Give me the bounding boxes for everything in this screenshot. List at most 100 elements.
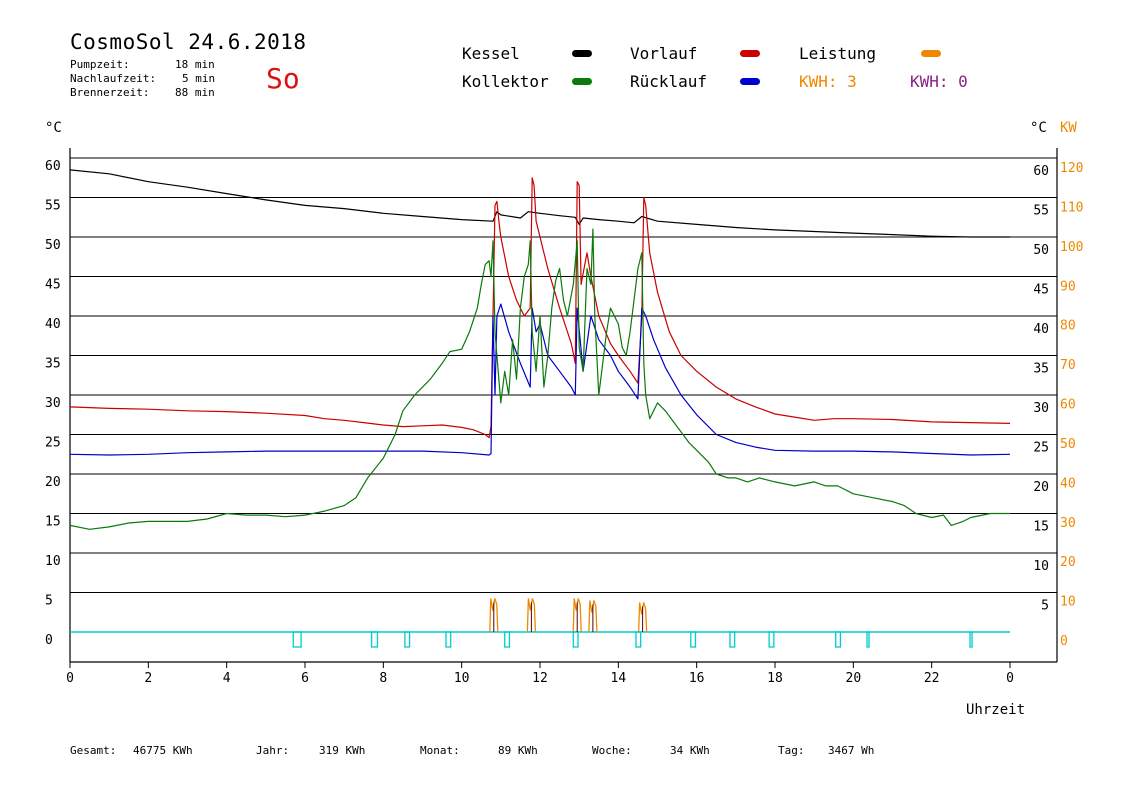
y-left-tick-label: 60 xyxy=(45,159,61,174)
nachlaufzeit-label: Nachlaufzeit: xyxy=(70,72,157,85)
y-left-tick-label: 50 xyxy=(45,238,61,253)
y-right-tick-label: 25 xyxy=(1033,441,1049,456)
y-left-tick-label: 55 xyxy=(45,199,61,214)
series-line-kollektor xyxy=(69,228,1010,530)
series-line-kessel xyxy=(69,169,1010,238)
footer-tag-label: Tag: xyxy=(778,744,805,757)
y2-tick-label: 0 xyxy=(1060,634,1068,649)
y-right-tick-label: 50 xyxy=(1033,243,1049,258)
pump-marker xyxy=(370,631,379,648)
legend-ruecklauf-swatch xyxy=(740,78,760,85)
footer-woche-label: Woche: xyxy=(592,744,632,757)
legend-ruecklauf-label: Rücklauf xyxy=(630,72,708,91)
y-right-tick-label: 10 xyxy=(1033,559,1049,574)
y-right-tick-label: 35 xyxy=(1033,362,1049,377)
weekday-label: So xyxy=(266,62,300,95)
kwh-orange-label: KWH: 3 xyxy=(799,72,857,91)
legend-kollektor-label: Kollektor xyxy=(462,72,549,91)
legend-kessel-swatch xyxy=(572,50,592,57)
brennerzeit-value: 88 min xyxy=(175,86,215,99)
pumpzeit-label: Pumpzeit: xyxy=(70,58,130,71)
y-right-tick-label: 20 xyxy=(1033,480,1049,495)
y2-tick-label: 120 xyxy=(1060,161,1083,176)
legend-vorlauf-label: Vorlauf xyxy=(630,44,698,63)
y-left-tick-label: 40 xyxy=(45,317,61,332)
y2-tick-label: 20 xyxy=(1060,555,1076,570)
legend-kollektor-swatch xyxy=(572,78,592,85)
y2-tick-label: 30 xyxy=(1060,516,1076,531)
y-left-tick-label: 0 xyxy=(45,633,53,648)
legend-vorlauf-swatch xyxy=(740,50,760,57)
y-left-tick-label: 15 xyxy=(45,515,61,530)
y-right-tick-label: 40 xyxy=(1033,322,1049,337)
pump-marker xyxy=(866,631,870,648)
x-tick-label: 16 xyxy=(689,671,705,686)
y-left-tick-label: 35 xyxy=(45,357,61,372)
pump-marker xyxy=(768,631,775,648)
y-left-tick-label: 10 xyxy=(45,554,61,569)
x-tick-label: 18 xyxy=(767,671,783,686)
x-axis-label: Uhrzeit xyxy=(966,702,1025,718)
footer-jahr-value: 319 KWh xyxy=(319,744,366,757)
pump-marker xyxy=(404,631,411,648)
legend-leistung-label: Leistung xyxy=(799,44,877,63)
footer-monat-label: Monat: xyxy=(420,744,460,757)
nachlaufzeit-value: 5 min xyxy=(182,72,216,85)
footer-woche-value: 34 KWh xyxy=(670,744,710,757)
pump-marker xyxy=(504,631,511,648)
series-line-vorlauf xyxy=(69,177,1011,439)
footer-tag-value: 3467 Wh xyxy=(828,744,875,757)
brennerzeit-label: Brennerzeit: xyxy=(70,86,150,99)
x-tick-label: 0 xyxy=(1006,671,1014,686)
x-tick-label: 0 xyxy=(66,671,74,686)
legend-leistung-swatch xyxy=(921,50,941,57)
y-right-tick-label: 60 xyxy=(1033,164,1049,179)
y2-tick-label: 50 xyxy=(1060,437,1076,452)
y-right-tick-label: 55 xyxy=(1033,204,1049,219)
footer-jahr-label: Jahr: xyxy=(256,744,290,757)
chart-title: CosmoSol 24.6.2018 xyxy=(70,30,307,54)
pump-marker xyxy=(969,631,973,648)
y-right-unit-label: °C xyxy=(1030,120,1047,136)
x-tick-label: 4 xyxy=(223,671,231,686)
pump-marker xyxy=(292,631,302,648)
y-left-tick-label: 45 xyxy=(45,278,61,293)
y-left-tick-label: 30 xyxy=(45,396,61,411)
y-right-tick-label: 5 xyxy=(1041,599,1049,614)
x-tick-label: 14 xyxy=(611,671,627,686)
pumpzeit-value: 18 min xyxy=(175,58,215,71)
y2-tick-label: 100 xyxy=(1060,240,1083,255)
pump-marker xyxy=(835,631,842,648)
y-right-tick-label: 45 xyxy=(1033,283,1049,298)
y-left-tick-label: 5 xyxy=(45,594,53,609)
pump-marker xyxy=(445,631,452,648)
series-line-ruecklauf xyxy=(69,303,1011,456)
kwh-purple-label: KWH: 0 xyxy=(910,72,968,91)
pump-marker xyxy=(690,631,697,648)
y-left-unit-label: °C xyxy=(45,120,62,136)
pump-marker xyxy=(572,631,579,648)
y2-tick-label: 60 xyxy=(1060,398,1076,413)
y2-unit-label: KW xyxy=(1060,120,1077,136)
x-tick-label: 2 xyxy=(144,671,152,686)
legend-kessel-label: Kessel xyxy=(462,44,520,63)
x-tick-label: 6 xyxy=(301,671,309,686)
y2-tick-label: 10 xyxy=(1060,595,1076,610)
y-left-tick-label: 20 xyxy=(45,475,61,490)
x-tick-label: 10 xyxy=(454,671,470,686)
x-tick-label: 20 xyxy=(846,671,862,686)
footer-gesamt-value: 46775 KWh xyxy=(133,744,193,757)
x-tick-label: 8 xyxy=(379,671,387,686)
y2-tick-label: 90 xyxy=(1060,279,1076,294)
y-right-tick-label: 15 xyxy=(1033,520,1049,535)
y2-tick-label: 110 xyxy=(1060,200,1083,215)
y-left-tick-label: 25 xyxy=(45,436,61,451)
x-tick-label: 12 xyxy=(532,671,548,686)
x-tick-label: 22 xyxy=(924,671,940,686)
y-right-tick-label: 30 xyxy=(1033,401,1049,416)
y2-tick-label: 70 xyxy=(1060,358,1076,373)
pump-marker xyxy=(635,631,642,648)
y2-tick-label: 40 xyxy=(1060,476,1076,491)
pump-marker xyxy=(729,631,736,648)
